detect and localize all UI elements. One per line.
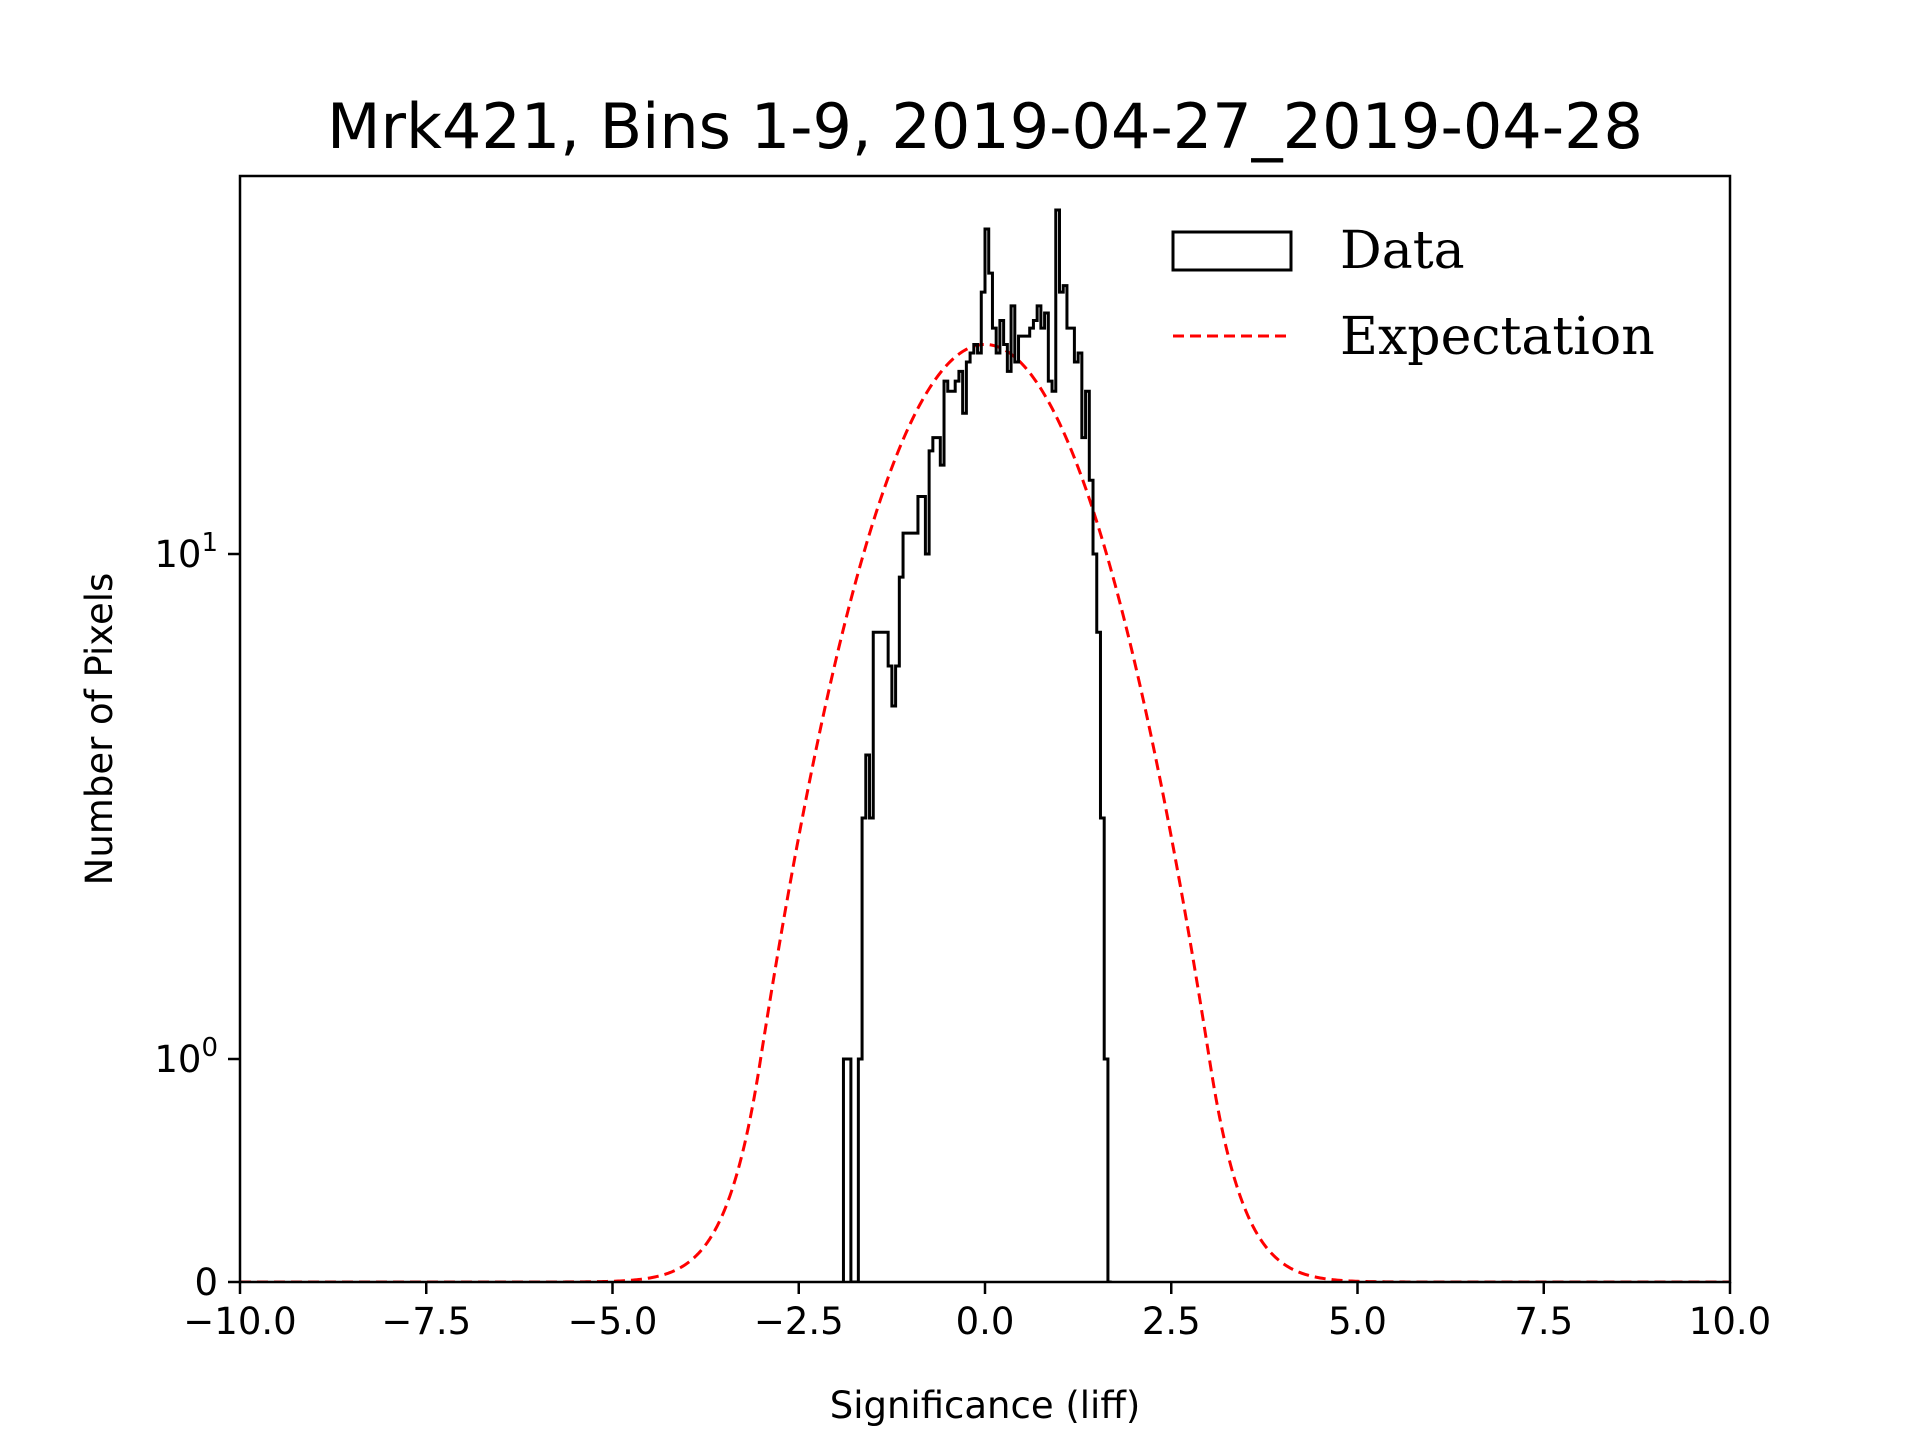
y-tick-base: 10: [154, 533, 201, 576]
x-tick-label: 5.0: [1328, 1300, 1387, 1343]
y-tick-label: 101: [154, 528, 218, 576]
y-tick-base: 10: [154, 1038, 201, 1081]
y-axis-label: Number of Pixels: [78, 573, 121, 886]
legend: Data Expectation: [1171, 221, 1655, 367]
x-axis-label: Significance (liff): [830, 1384, 1141, 1427]
y-tick-label: 0: [194, 1261, 218, 1304]
data-histogram-step: [841, 208, 1112, 1282]
y-tick-base: 0: [194, 1261, 218, 1304]
chart-title: Mrk421, Bins 1-9, 2019-04-27_2019-04-28: [327, 90, 1643, 163]
x-tick-label: −5.0: [568, 1300, 658, 1343]
x-tick-label: 7.5: [1514, 1300, 1573, 1343]
y-tick-label: 100: [154, 1033, 218, 1081]
y-tick-exponent: 0: [201, 1033, 218, 1063]
x-tick-label: −7.5: [381, 1300, 471, 1343]
x-tick-label: −10.0: [183, 1300, 296, 1343]
legend-expectation-label: Expectation: [1340, 307, 1655, 367]
x-tick-label: 0.0: [956, 1300, 1015, 1343]
x-tick-label: −2.5: [754, 1300, 844, 1343]
x-tick-label: 10.0: [1689, 1300, 1771, 1343]
y-tick-exponent: 1: [201, 528, 218, 558]
x-axis-ticks: −10.0 −7.5 −5.0 −2.5 0.0 2.5 5.0 7.5 10.0: [183, 1282, 1771, 1343]
legend-data-swatch: [1171, 230, 1293, 272]
legend-data-label: Data: [1340, 221, 1465, 281]
expectation-line: [240, 342, 1730, 1282]
x-tick-label: 2.5: [1142, 1300, 1201, 1343]
